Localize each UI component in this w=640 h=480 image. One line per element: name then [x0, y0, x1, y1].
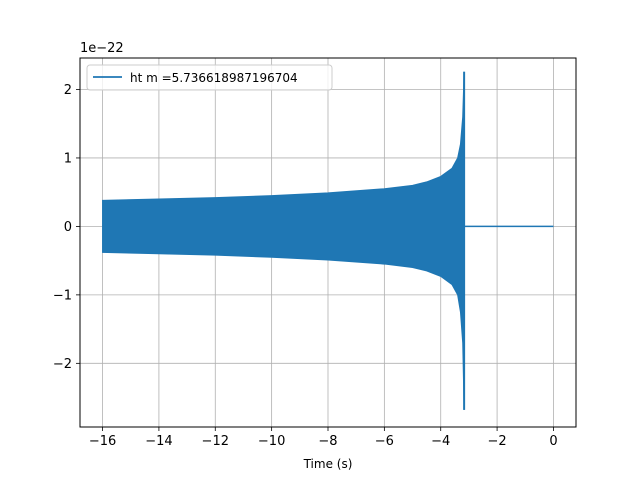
y-offset-label: 1e−22	[80, 41, 124, 56]
x-tick-label: −2	[488, 434, 507, 449]
y-axis: −2 −1 0 1 2	[53, 83, 80, 372]
legend-box	[86, 64, 333, 91]
x-tick-label: 0	[549, 434, 557, 449]
series-oscillation-band	[102, 71, 465, 410]
x-tick-label: −10	[258, 434, 285, 449]
x-axis-label: Time (s)	[303, 457, 353, 471]
y-tick-label: 1	[64, 151, 72, 166]
x-tick-label: −12	[202, 434, 229, 449]
x-tick-label: −6	[375, 434, 394, 449]
y-tick-label: 2	[64, 83, 72, 98]
y-tick-label: −1	[53, 288, 72, 303]
x-tick-label: −16	[89, 434, 116, 449]
plot-area	[102, 71, 554, 410]
x-tick-label: −14	[145, 434, 172, 449]
legend-entry-label: ht m =5.736618987196704	[130, 71, 298, 85]
legend: ht m =5.736618987196704	[86, 64, 333, 91]
x-axis: −16 −14 −12 −10 −8 −6 −4 −2 0	[89, 427, 558, 449]
x-tick-label: −4	[431, 434, 450, 449]
y-tick-label: −2	[53, 357, 72, 372]
y-tick-label: 0	[64, 220, 72, 235]
x-tick-label: −8	[318, 434, 337, 449]
